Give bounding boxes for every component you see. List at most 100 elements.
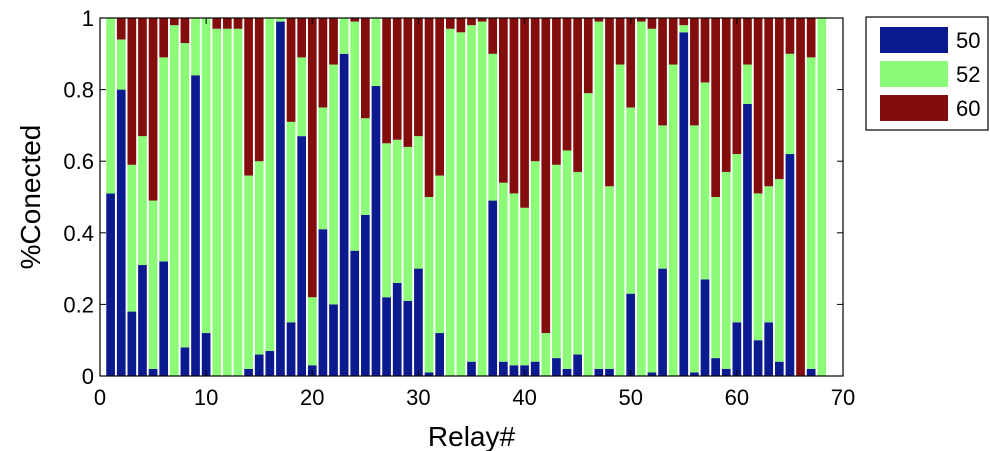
- bar-segment-52-relay-5: [148, 200, 158, 369]
- bar-segment-50-relay-10: [201, 333, 211, 376]
- bar-segment-52-relay-41: [530, 161, 540, 362]
- bar-segment-52-relay-21: [318, 107, 328, 230]
- bar-segment-50-relay-53: [658, 268, 667, 376]
- bar-segment-50-relay-4: [138, 265, 147, 376]
- bar-segment-60-relay-25: [361, 18, 370, 119]
- bar-segment-60-relay-45: [573, 18, 582, 172]
- bar-segment-50-relay-60: [732, 322, 742, 376]
- bar-segment-52-relay-57: [700, 82, 710, 280]
- x-tick-label: 70: [831, 385, 855, 410]
- bar-segment-50-relay-15: [254, 354, 264, 376]
- bar-segment-60-relay-14: [244, 18, 253, 176]
- bar-segment-50-relay-27: [382, 297, 391, 376]
- bar-segment-50-relay-29: [403, 300, 413, 376]
- bar-segment-50-relay-16: [265, 350, 275, 376]
- x-tick-label: 40: [512, 385, 536, 410]
- bar-segment-50-relay-26: [371, 86, 381, 377]
- bar-segment-60-relay-35: [467, 18, 476, 26]
- bar-segment-60-relay-24: [350, 18, 360, 22]
- bar-segment-50-relay-67: [806, 368, 816, 376]
- bar-segment-60-relay-56: [690, 18, 699, 126]
- bar-segment-60-relay-43: [552, 18, 561, 165]
- bar-segment-60-relay-13: [233, 18, 243, 29]
- bar-segment-52-relay-22: [329, 64, 338, 305]
- bar-segment-52-relay-58: [711, 197, 720, 359]
- bar-segment-52-relay-28: [392, 139, 402, 283]
- bar-segment-52-relay-9: [191, 18, 200, 76]
- bar-segment-52-relay-17: [276, 18, 285, 22]
- plot-frame: [99, 17, 844, 377]
- bar-segment-52-relay-38: [498, 182, 508, 362]
- x-tick-label: 0: [94, 385, 106, 410]
- bar-segment-50-relay-23: [339, 53, 349, 377]
- bar-segment-50-relay-56: [690, 372, 699, 376]
- bar-segment-60-relay-27: [382, 18, 391, 144]
- bar-segment-52-relay-45: [573, 171, 582, 355]
- bar-segment-52-relay-10: [201, 18, 211, 334]
- bar-segment-50-relay-65: [785, 154, 795, 376]
- bar-segment-52-relay-4: [138, 136, 147, 266]
- bar-segment-52-relay-2: [116, 39, 126, 90]
- bar-segment-60-relay-55: [679, 18, 689, 26]
- bar-segment-60-relay-3: [127, 18, 137, 165]
- bar-segment-50-relay-18: [286, 322, 296, 376]
- bar-segment-52-relay-37: [488, 53, 498, 201]
- bar-segment-50-relay-45: [573, 354, 582, 376]
- y-tick-label: 0: [82, 364, 94, 389]
- bar-segment-50-relay-25: [361, 214, 370, 376]
- legend-swatch-60: [880, 95, 948, 121]
- bar-segment-50-relay-47: [594, 368, 604, 376]
- bar-segment-50-relay-38: [498, 361, 508, 376]
- bar-segment-60-relay-18: [286, 18, 296, 122]
- bar-segment-50-relay-32: [435, 333, 445, 376]
- bar-segment-52-relay-7: [169, 25, 179, 376]
- bar-segment-52-relay-24: [350, 21, 360, 251]
- bar-segment-50-relay-28: [392, 282, 402, 376]
- bar-segment-50-relay-35: [467, 361, 476, 376]
- bar-segment-60-relay-21: [318, 18, 328, 108]
- bar-segment-60-relay-47: [594, 18, 604, 22]
- bar-segment-52-relay-65: [785, 53, 795, 155]
- bar-segment-52-relay-8: [180, 43, 190, 348]
- legend-swatch-50: [880, 27, 948, 53]
- bar-segment-60-relay-66: [796, 18, 805, 376]
- bar-segment-52-relay-33: [445, 28, 455, 377]
- bar-segment-50-relay-63: [764, 322, 774, 376]
- bar-segment-60-relay-6: [159, 18, 169, 58]
- bar-segment-52-relay-27: [382, 143, 391, 298]
- bar-segment-60-relay-15: [254, 18, 264, 162]
- bar-segment-60-relay-22: [329, 18, 338, 65]
- bar-segment-60-relay-67: [806, 18, 816, 58]
- y-tick-label: 0.4: [63, 221, 94, 246]
- bar-segment-52-relay-67: [806, 57, 816, 369]
- bar-segment-52-relay-29: [403, 146, 413, 301]
- bar-segment-60-relay-58: [711, 18, 720, 197]
- bar-segment-50-relay-31: [424, 372, 434, 376]
- bar-segment-52-relay-1: [106, 18, 115, 194]
- bar-segment-52-relay-12: [223, 28, 232, 377]
- bar-segment-60-relay-11: [212, 18, 222, 29]
- bars-group: [106, 18, 827, 377]
- bar-segment-52-relay-25: [361, 118, 370, 215]
- bar-segment-50-relay-22: [329, 304, 338, 376]
- bar-segment-60-relay-20: [307, 18, 317, 298]
- bar-segment-52-relay-68: [817, 18, 827, 376]
- bar-segment-52-relay-13: [233, 28, 243, 377]
- bar-segment-50-relay-2: [116, 89, 126, 376]
- bar-segment-60-relay-19: [297, 18, 307, 58]
- bar-segment-52-relay-40: [520, 207, 529, 366]
- bar-segment-60-relay-37: [488, 18, 498, 54]
- bar-segment-52-relay-54: [668, 64, 678, 376]
- bar-segment-50-relay-48: [605, 368, 614, 376]
- bar-segment-60-relay-38: [498, 18, 508, 183]
- bar-segment-60-relay-30: [414, 18, 423, 137]
- bar-segment-50-relay-50: [626, 293, 636, 376]
- bar-segment-52-relay-51: [636, 21, 646, 377]
- bar-segment-50-relay-30: [414, 268, 423, 376]
- bar-segment-52-relay-44: [562, 150, 572, 369]
- bar-segment-60-relay-59: [721, 18, 731, 172]
- y-axis-label: %Conected: [15, 125, 46, 270]
- bar-segment-52-relay-34: [456, 32, 466, 376]
- bar-segment-50-relay-43: [552, 358, 561, 376]
